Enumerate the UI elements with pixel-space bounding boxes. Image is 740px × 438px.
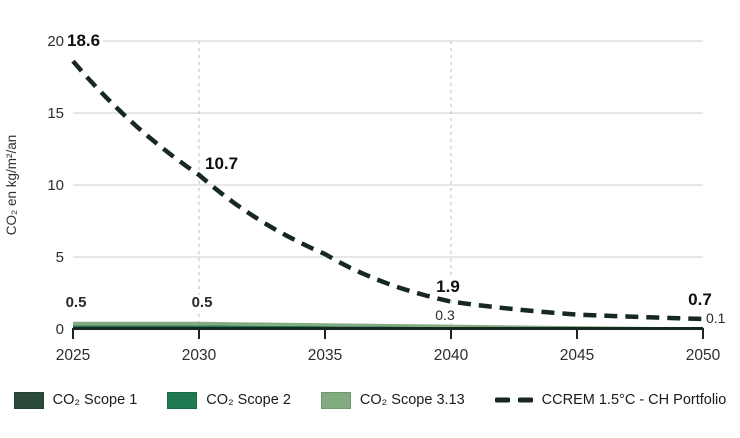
y-tick-label: 0 xyxy=(56,321,64,338)
legend-swatch-icon xyxy=(320,391,351,409)
area-value-label: 0.5 xyxy=(66,294,87,311)
legend-swatch-icon xyxy=(167,391,198,409)
area-value-label: 0.1 xyxy=(706,310,726,326)
legend-label: CCREM 1.5°C - CH Portfolio xyxy=(541,392,727,408)
y-axis-label: CO₂ en kg/m²/an xyxy=(4,135,19,236)
line-value-label: 10.7 xyxy=(205,154,238,173)
line-value-label: 18.6 xyxy=(67,31,100,50)
area-scope-3 xyxy=(73,321,703,329)
x-tick-label: 2030 xyxy=(182,347,217,364)
legend-item-1: CO₂ Scope 1 xyxy=(13,391,138,409)
chart-canvas: CO₂ en kg/m²/an 2025 2030 2035 2040 2045 2050… xyxy=(4,31,726,364)
x-tick-label: 2050 xyxy=(686,347,721,364)
dashed-line-icon xyxy=(494,397,533,403)
area-value-label: 0.3 xyxy=(435,307,455,323)
legend-item-4: CCREM 1.5°C - CH Portfolio xyxy=(494,392,727,408)
x-tick-label: 2035 xyxy=(308,347,342,364)
legend-label: CO₂ Scope 2 xyxy=(206,392,291,408)
y-tick-label: 20 xyxy=(47,33,64,50)
area-value-label: 0.5 xyxy=(192,294,213,311)
legend-label: CO₂ Scope 1 xyxy=(52,392,138,408)
y-tick-label: 5 xyxy=(56,249,64,266)
line-value-label: 0.7 xyxy=(688,290,712,309)
legend-item-3: CO₂ Scope 3.13 xyxy=(320,391,465,409)
ccrem-pathway-line xyxy=(71,59,704,322)
legend-item-2: CO₂ Scope 2 xyxy=(167,391,291,409)
chart-legend: CO₂ Scope 1 CO₂ Scope 2 CO₂ Scope 3.13 CCRE… xyxy=(0,387,740,413)
legend-label: CO₂ Scope 3.13 xyxy=(359,392,465,408)
y-tick-label: 10 xyxy=(47,177,64,194)
legend-swatch-icon xyxy=(13,391,44,409)
x-tick-label: 2040 xyxy=(434,347,469,364)
line-value-label: 1.9 xyxy=(436,277,460,296)
x-tick-label: 2045 xyxy=(560,347,594,364)
y-tick-label: 15 xyxy=(47,105,64,122)
x-tick-label: 2025 xyxy=(56,347,90,364)
